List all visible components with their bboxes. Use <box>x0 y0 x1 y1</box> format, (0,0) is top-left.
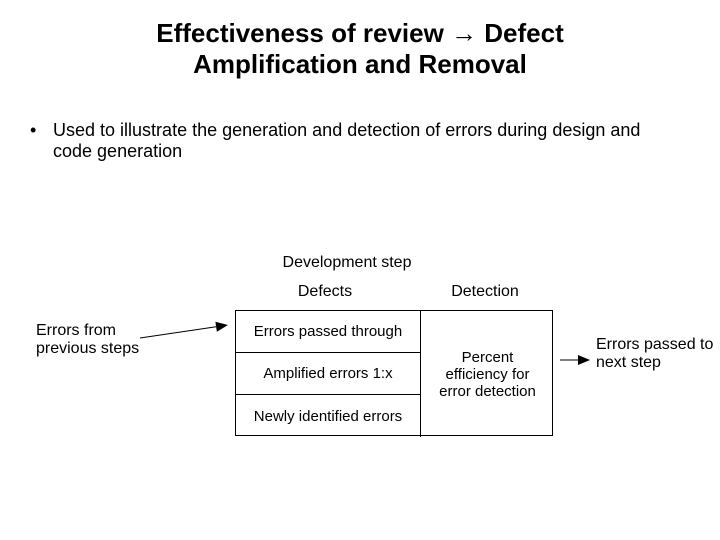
defects-row-0: Errors passed through <box>236 311 421 353</box>
right-label: Errors passed to next step <box>596 336 716 372</box>
diagram-box: Errors passed through Amplified errors 1… <box>235 310 553 436</box>
defects-row-2: Newly identified errors <box>236 395 421 437</box>
slide-root: Effectiveness of review → Defect Amplifi… <box>0 0 720 540</box>
defects-row-1: Amplified errors 1:x <box>236 353 421 395</box>
dev-step-label: Development step <box>262 254 432 272</box>
title-line-1: Effectiveness of review → Defect <box>0 18 720 49</box>
slide-title: Effectiveness of review → Defect Amplifi… <box>0 18 720 80</box>
arrow-left <box>126 311 242 352</box>
defects-header: Defects <box>235 283 415 301</box>
defects-column: Errors passed through Amplified errors 1… <box>236 311 421 437</box>
bullet-marker: • <box>30 120 48 141</box>
detection-cell: Percent efficiency for error detection <box>421 311 554 437</box>
arrow-right <box>546 346 604 374</box>
bullet-item: • Used to illustrate the generation and … <box>30 120 690 162</box>
detection-header: Detection <box>420 283 550 301</box>
bullet-text: Used to illustrate the generation and de… <box>53 120 673 162</box>
title-line-2: Amplification and Removal <box>0 49 720 80</box>
